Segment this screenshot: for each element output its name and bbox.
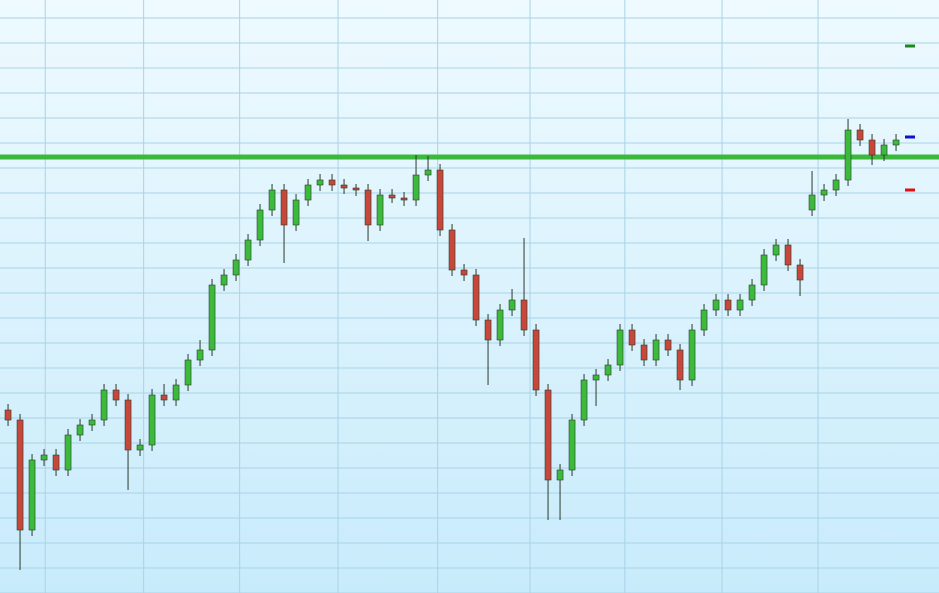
candle-body: [520, 299, 528, 331]
candle-body: [448, 229, 456, 271]
candle-body: [256, 209, 264, 241]
candle-body: [184, 359, 192, 386]
candle-body: [844, 129, 852, 181]
candle-body: [616, 329, 624, 366]
candle-body: [544, 389, 552, 481]
candle-body: [124, 399, 132, 451]
candle-body: [16, 419, 24, 531]
candle-body: [196, 349, 204, 361]
candle-body: [892, 139, 900, 146]
candle-body: [52, 454, 60, 471]
candle-body: [556, 469, 564, 481]
candle-body: [292, 199, 300, 226]
candle-body: [508, 299, 516, 311]
candle-body: [868, 139, 876, 156]
candle-body: [424, 169, 432, 176]
candle-body: [304, 184, 312, 201]
candle-body: [820, 189, 828, 196]
candle-body: [268, 189, 276, 211]
candle-body: [592, 374, 600, 381]
candle-body: [760, 254, 768, 286]
candle-body: [76, 424, 84, 436]
candle-body: [640, 344, 648, 361]
candle-body: [436, 169, 444, 231]
candle-body: [772, 244, 780, 256]
candle-body: [244, 239, 252, 261]
candle-body: [88, 419, 96, 426]
candle-body: [700, 309, 708, 331]
candle-body: [40, 454, 48, 461]
candle-body: [328, 179, 336, 186]
candle-body: [580, 379, 588, 421]
candle-body: [856, 129, 864, 141]
candle-body: [496, 309, 504, 341]
candle-body: [712, 299, 720, 311]
candle-body: [112, 389, 120, 401]
candle-body: [784, 244, 792, 266]
candle-body: [532, 329, 540, 391]
candle-body: [748, 284, 756, 301]
candle-body: [568, 419, 576, 471]
candle-body: [736, 299, 744, 311]
candle-body: [316, 179, 324, 186]
candle-body: [628, 329, 636, 346]
candle-body: [280, 189, 288, 226]
candle-body: [880, 144, 888, 156]
candle-body: [796, 264, 804, 281]
candle-body: [724, 299, 732, 311]
candle-body: [136, 444, 144, 451]
candle-body: [676, 349, 684, 381]
candle-body: [376, 194, 384, 226]
candle-body: [100, 389, 108, 421]
candle-body: [160, 394, 168, 401]
candle-body: [688, 329, 696, 381]
candle-body: [484, 319, 492, 341]
candle-body: [400, 197, 408, 201]
candle-body: [604, 364, 612, 376]
candle-body: [220, 274, 228, 286]
candle-body: [172, 384, 180, 401]
candle-body: [28, 459, 36, 531]
candle-body: [352, 187, 360, 191]
candle-body: [232, 259, 240, 276]
candle-body: [412, 174, 420, 201]
candle-body: [388, 194, 396, 199]
candle-body: [460, 269, 468, 276]
candle-body: [64, 434, 72, 471]
candle-body: [4, 409, 12, 421]
candle-body: [148, 394, 156, 446]
candle-body: [832, 179, 840, 191]
candle-body: [364, 189, 372, 226]
candle-body: [340, 184, 348, 189]
candle-body: [208, 284, 216, 351]
candle-body: [808, 194, 816, 211]
candle-body: [664, 339, 672, 351]
candle-body: [472, 274, 480, 321]
candle-body: [652, 339, 660, 361]
